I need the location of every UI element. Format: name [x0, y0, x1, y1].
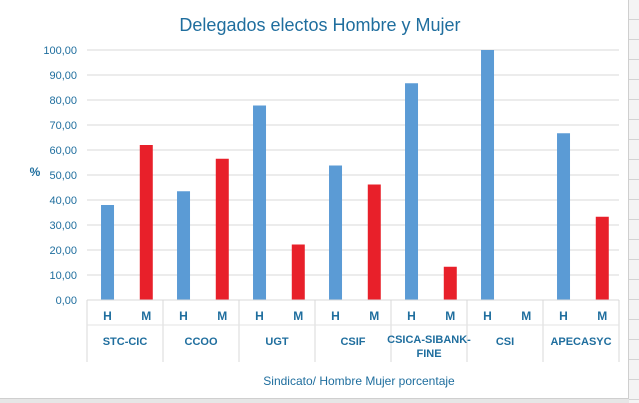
y-tick-label: 80,00	[49, 95, 77, 107]
spreadsheet-edge	[629, 0, 639, 403]
category-label: APECASYC	[550, 336, 611, 348]
subcategory-label: H	[483, 309, 492, 323]
category-label: CSIF	[340, 336, 365, 348]
bar-h	[481, 50, 495, 300]
subcategory-label: H	[559, 309, 568, 323]
subcategory-label: M	[217, 309, 227, 323]
bar-h	[557, 133, 571, 300]
y-tick-label: 30,00	[49, 220, 77, 232]
subcategory-label: H	[103, 309, 112, 323]
subcategory-label: M	[445, 309, 455, 323]
y-tick-label: 20,00	[49, 245, 77, 257]
bar-h	[253, 105, 267, 300]
x-axis: H M STC-CIC H M CCOO H M UGT H M CSIF H M CSICA-SIBANK…	[86, 299, 620, 362]
category-label: CSI	[496, 336, 514, 348]
gridlines	[87, 49, 619, 301]
bar-m	[595, 216, 609, 300]
y-tick-label: 60,00	[49, 145, 77, 157]
subcategory-label: M	[369, 309, 379, 323]
y-tick-label: 40,00	[49, 195, 77, 207]
subcategory-label: M	[521, 309, 531, 323]
bar-m	[443, 266, 457, 300]
subcategory-label: H	[407, 309, 416, 323]
chart-title: Delegados electos Hombre y Mujer	[179, 15, 460, 35]
category-label: CSICA-SIBANK-	[387, 334, 471, 346]
subcategory-label: M	[597, 309, 607, 323]
bar-h	[405, 83, 419, 300]
category-label: STC-CIC	[103, 336, 148, 348]
x-axis-label: Sindicato/ Hombre Mujer porcentaje	[263, 374, 455, 388]
category-label: CCOO	[185, 336, 218, 348]
y-tick-label: 0,00	[56, 295, 77, 307]
y-tick-label: 70,00	[49, 120, 77, 132]
subcategory-label: M	[293, 309, 303, 323]
y-axis-ticks: 0,00 10,00 20,00 30,00 40,00 50,00 60,00 70,00 8…	[43, 45, 77, 307]
subcategory-label: H	[255, 309, 264, 323]
y-tick-label: 10,00	[49, 270, 77, 282]
bars	[101, 50, 609, 300]
bar-h	[177, 191, 191, 300]
category-label: FINE	[416, 348, 441, 360]
category-label: UGT	[265, 336, 289, 348]
subcategory-label: M	[141, 309, 151, 323]
bar-m	[291, 244, 305, 300]
subcategory-label: H	[179, 309, 188, 323]
bar-h	[329, 165, 343, 300]
y-axis-label: %	[30, 165, 41, 179]
bar-m	[139, 145, 153, 300]
bar-m	[367, 184, 381, 300]
y-tick-label: 90,00	[49, 70, 77, 82]
bar-m	[215, 158, 229, 300]
y-tick-label: 100,00	[43, 45, 77, 57]
bar-h	[101, 205, 115, 300]
y-tick-label: 50,00	[49, 170, 77, 182]
subcategory-label: H	[331, 309, 340, 323]
